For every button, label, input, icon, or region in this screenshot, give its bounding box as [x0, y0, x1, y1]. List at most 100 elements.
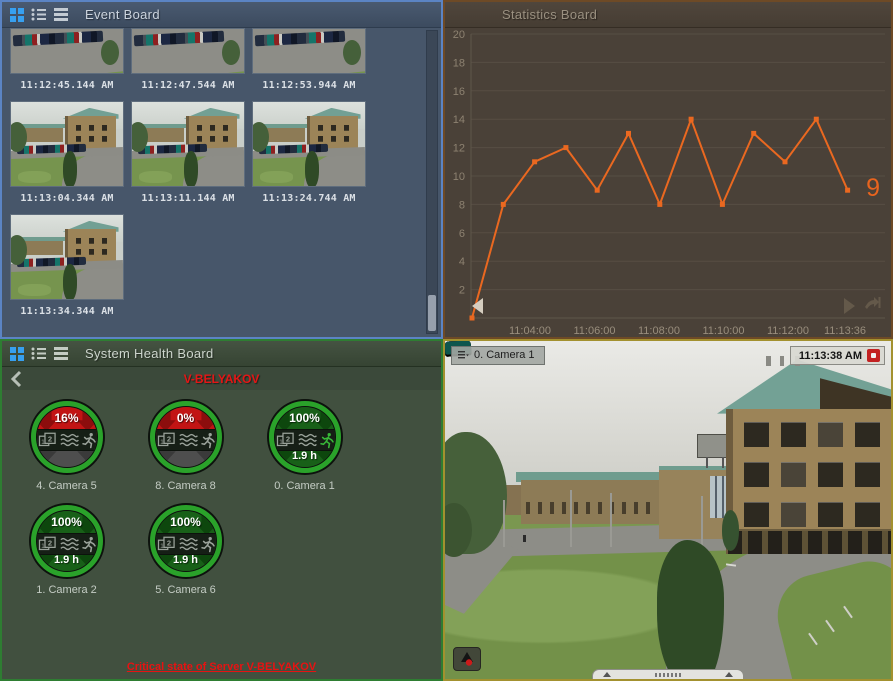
- event-thumbnail-image[interactable]: [131, 101, 245, 187]
- event-snapshot[interactable]: 11:13:11.144 AM: [131, 101, 245, 209]
- event-scrollbar[interactable]: [426, 30, 438, 334]
- svg-text:14: 14: [453, 114, 465, 126]
- svg-text:18: 18: [453, 57, 465, 69]
- signal-waves-icon: [297, 433, 317, 447]
- event-snapshot[interactable]: 11:13:24.744 AM: [252, 101, 366, 209]
- archive-hours: 1.9 h: [53, 554, 80, 566]
- list-icon[interactable]: [31, 347, 47, 360]
- thumb-far-building: [257, 128, 305, 143]
- archive-panel-handle[interactable]: [592, 669, 744, 679]
- camera-tile[interactable]: 0. Camera 1 11:13:38 AM: [443, 339, 893, 681]
- svg-text:1: 1: [41, 543, 45, 550]
- camera-name-label: 5. Camera 6: [155, 584, 216, 596]
- scene-chimney: [779, 356, 784, 367]
- chevron-left-icon[interactable]: [10, 370, 22, 393]
- event-snapshot[interactable]: 11:12:47.544 AM: [131, 28, 245, 96]
- arrow-down-icon: [155, 411, 216, 432]
- event-grid: 11:12:45.144 AM 11:12:47.544 AM: [10, 28, 366, 322]
- rows-icon[interactable]: [54, 347, 68, 360]
- ptz-arrow-icon: [461, 652, 473, 666]
- camera-name-label: 4. Camera 5: [36, 480, 97, 492]
- stream-percent: 16%: [54, 411, 79, 425]
- svg-text:1: 1: [41, 439, 45, 446]
- thumb-far-roof: [13, 123, 65, 129]
- event-thumbnail-image[interactable]: [10, 214, 124, 300]
- event-board-header: Event Board: [2, 2, 441, 28]
- scene-tree: [721, 510, 740, 551]
- svg-text:11:04:00: 11:04:00: [509, 325, 551, 337]
- svg-text:11:06:00: 11:06:00: [573, 325, 615, 337]
- rows-icon[interactable]: [54, 8, 68, 21]
- list-icon[interactable]: [31, 8, 47, 21]
- arrow-right-icon[interactable]: [844, 298, 855, 314]
- thumb-far-roof: [13, 236, 65, 242]
- scene-tree: [656, 540, 724, 679]
- stream-percent: 100%: [170, 515, 201, 529]
- svg-text:20: 20: [453, 29, 465, 41]
- thumb-tree: [183, 150, 199, 186]
- event-snapshot[interactable]: 11:12:53.944 AM: [252, 28, 366, 96]
- statistics-board-title: Statistics Board: [502, 7, 598, 22]
- event-timestamp: 11:12:53.944 AM: [262, 79, 356, 91]
- svg-text:10: 10: [453, 171, 465, 183]
- svg-text:11:10:00: 11:10:00: [702, 325, 744, 337]
- skip-to-end-icon[interactable]: [864, 295, 881, 315]
- scene-tower-legs: [705, 456, 724, 469]
- motion-detector-icon: [81, 536, 96, 552]
- archive-hours: 1.9 h: [172, 554, 199, 566]
- scene-long-building: [520, 479, 660, 524]
- scene-ground-floor: [728, 528, 891, 554]
- event-thumbnail-image[interactable]: [252, 101, 366, 187]
- current-value-label: 9: [866, 174, 880, 202]
- event-thumbnail-image[interactable]: [131, 28, 245, 74]
- chevron-up-icon: [603, 672, 611, 677]
- event-timestamp: 11:12:45.144 AM: [20, 79, 114, 91]
- camera-video-frame[interactable]: [445, 341, 891, 679]
- thumb-grass-patch: [259, 170, 294, 183]
- critical-state-link[interactable]: Critical state of Server V-BELYAKOV: [126, 661, 317, 673]
- thumb-tree: [221, 39, 240, 66]
- camera-name-label: 8. Camera 8: [155, 480, 216, 492]
- scrollbar-thumb[interactable]: [428, 295, 436, 331]
- event-thumbnail-image[interactable]: [10, 101, 124, 187]
- grid-icon[interactable]: [10, 7, 24, 22]
- scene-windows: [743, 422, 880, 527]
- thumb-roof: [304, 107, 361, 119]
- svg-text:6: 6: [459, 228, 465, 240]
- grid-icon[interactable]: [10, 346, 24, 361]
- event-snapshot[interactable]: 11:13:34.344 AM: [10, 214, 124, 322]
- event-snapshot[interactable]: 11:12:45.144 AM: [10, 28, 124, 96]
- event-snapshot[interactable]: 11:13:04.344 AM: [10, 101, 124, 209]
- event-timestamp: 11:13:24.744 AM: [262, 192, 356, 204]
- camera-name-button[interactable]: 0. Camera 1: [451, 346, 545, 365]
- arrow-down-icon: [274, 411, 335, 432]
- arrow-left-icon[interactable]: [472, 298, 483, 314]
- svg-text:1: 1: [160, 439, 164, 446]
- thumb-roof: [62, 220, 119, 232]
- thumb-far-roof: [134, 123, 186, 129]
- ptz-button[interactable]: [453, 647, 481, 671]
- statistics-board-panel: Statistics Board 2 4 6 8 10 12 14 16 18 20 11:04:0…: [443, 0, 893, 339]
- menu-icon: [458, 350, 469, 358]
- event-thumbnail-image[interactable]: [252, 28, 366, 74]
- svg-text:11:13:36: 11:13:36: [824, 325, 866, 337]
- thumb-tree: [304, 150, 320, 186]
- event-timestamp: 11:13:34.344 AM: [20, 305, 114, 317]
- archive-hours: 1.9 h: [291, 450, 318, 462]
- event-thumbnail-image[interactable]: [10, 28, 124, 74]
- thumb-tree: [62, 263, 78, 299]
- event-timestamp: 11:13:11.144 AM: [141, 192, 235, 204]
